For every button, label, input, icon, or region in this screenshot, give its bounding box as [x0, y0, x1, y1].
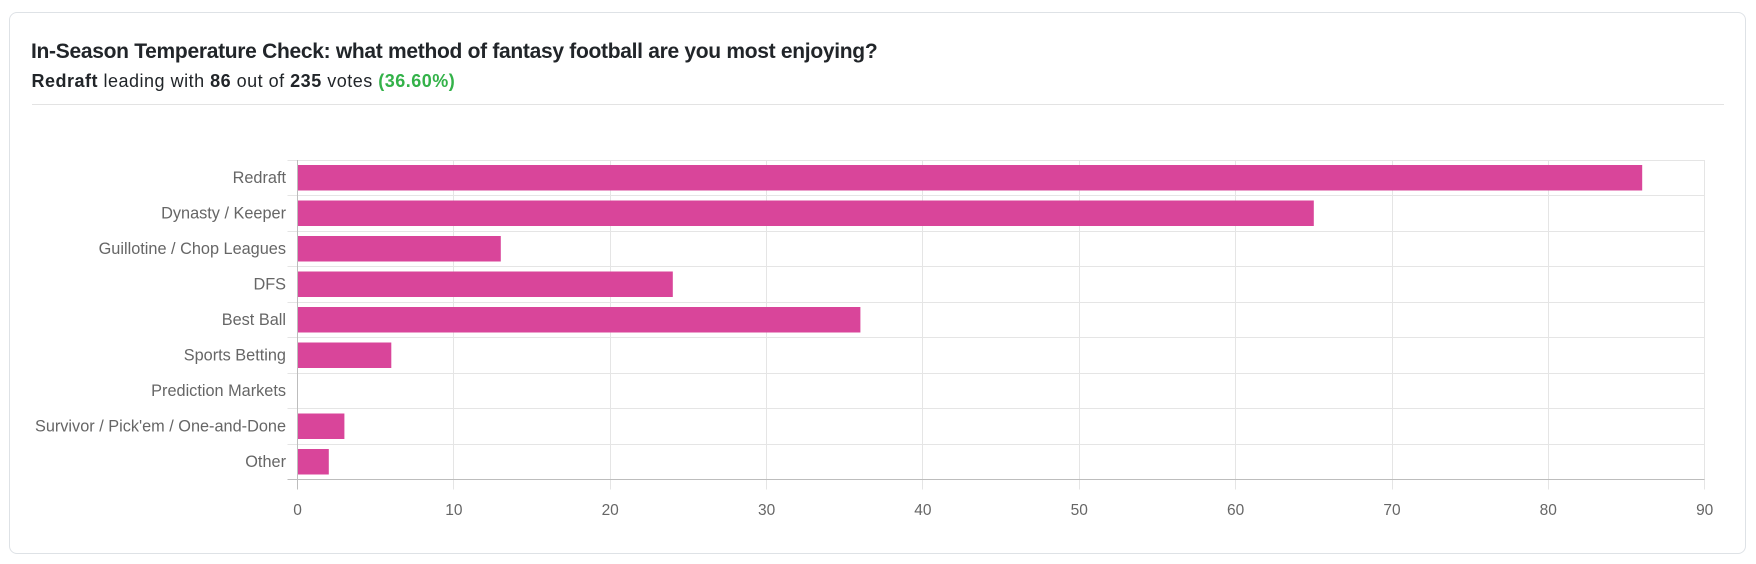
svg-text:80: 80 — [1540, 502, 1558, 519]
svg-text:Survivor / Pick'em / One-and-D: Survivor / Pick'em / One-and-Done — [35, 418, 286, 436]
svg-text:Redraft: Redraft — [233, 169, 287, 187]
svg-text:40: 40 — [914, 502, 932, 519]
svg-text:60: 60 — [1227, 502, 1245, 519]
svg-text:90: 90 — [1696, 502, 1714, 519]
svg-text:20: 20 — [602, 502, 620, 519]
svg-text:Sports Betting: Sports Betting — [184, 347, 286, 365]
svg-text:30: 30 — [758, 502, 776, 519]
svg-text:Best Ball: Best Ball — [222, 311, 286, 329]
svg-text:Other: Other — [245, 453, 286, 471]
svg-text:10: 10 — [445, 502, 463, 519]
svg-text:0: 0 — [293, 502, 302, 519]
svg-text:70: 70 — [1383, 502, 1401, 519]
svg-text:Dynasty / Keeper: Dynasty / Keeper — [161, 205, 286, 223]
svg-text:Prediction Markets: Prediction Markets — [151, 382, 286, 400]
svg-text:DFS: DFS — [253, 276, 286, 294]
svg-text:Guillotine / Chop Leagues: Guillotine / Chop Leagues — [99, 240, 286, 258]
svg-text:50: 50 — [1071, 502, 1089, 519]
